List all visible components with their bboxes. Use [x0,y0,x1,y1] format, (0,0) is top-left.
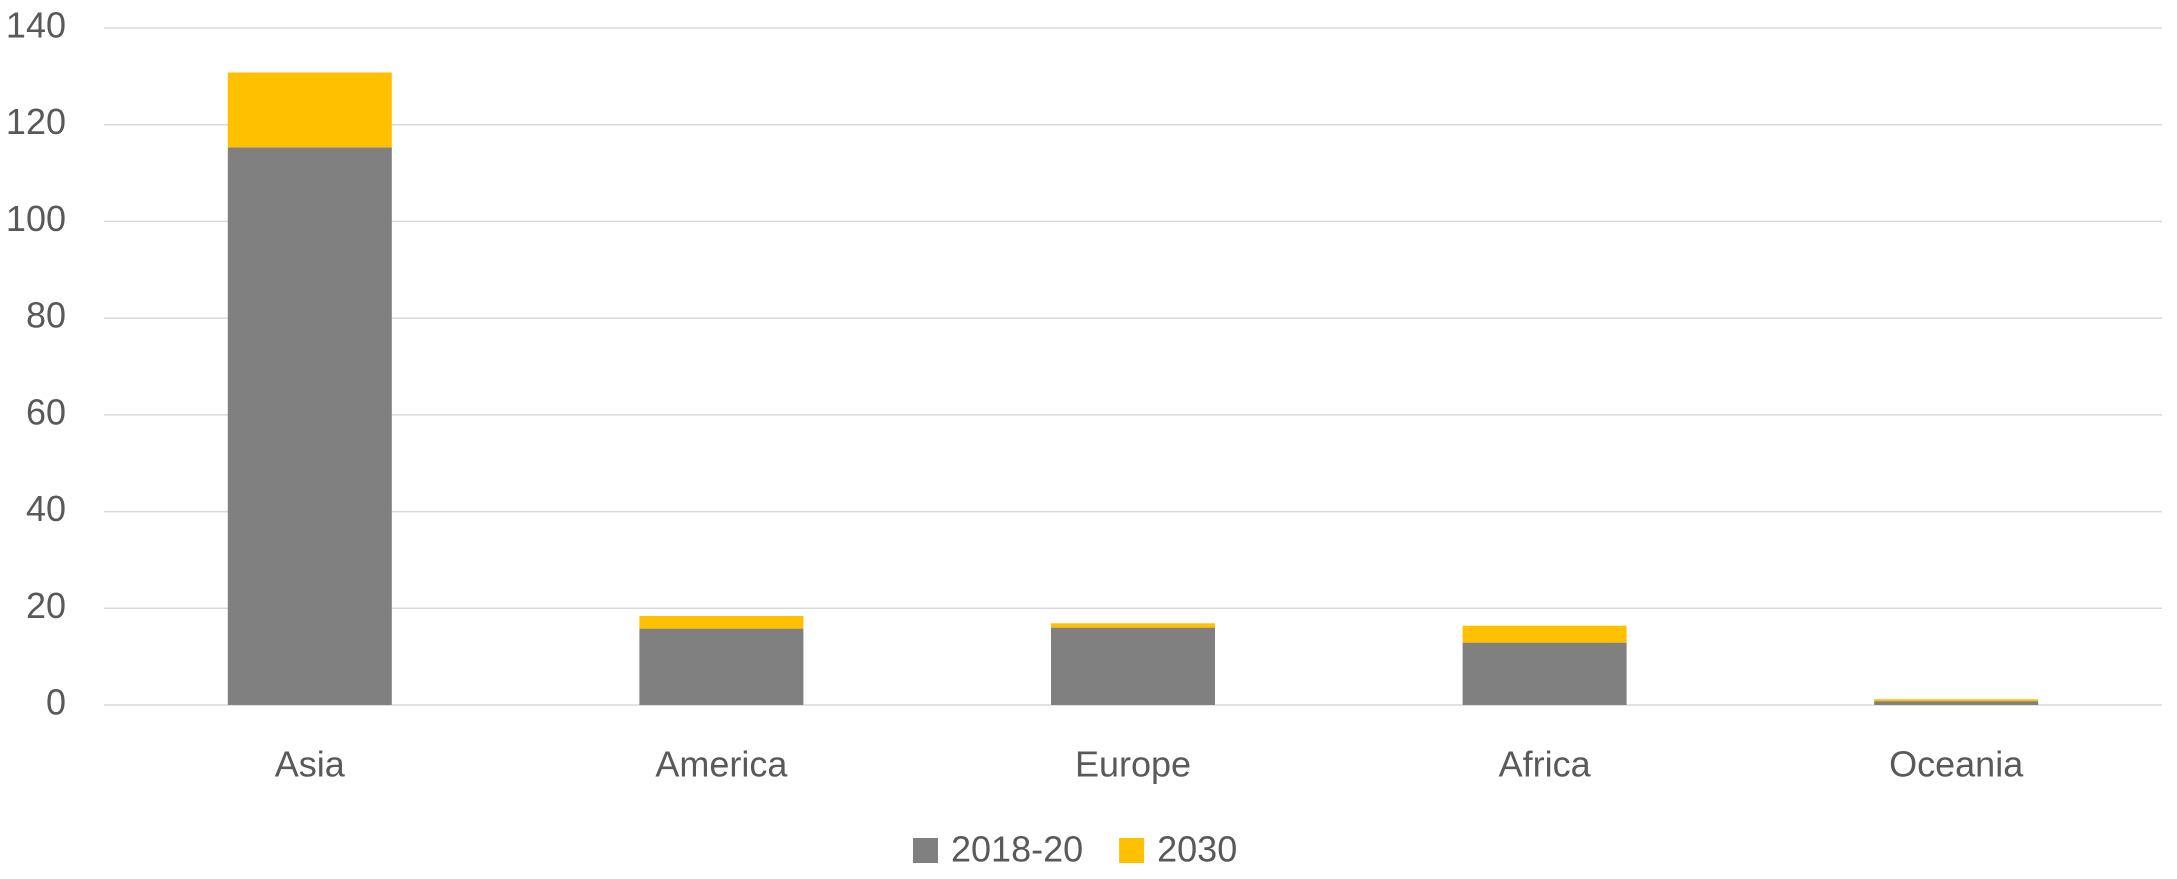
y-tick-label: 60 [26,391,66,432]
legend-label: 2030 [1157,829,1237,870]
legend-swatch [1119,838,1145,863]
x-tick-label: Africa [1499,744,1592,785]
bar-segment [639,616,804,629]
x-tick-label: America [655,744,788,785]
y-tick-label: 140 [6,5,66,46]
bar-segment [227,72,392,148]
y-tick-label: 0 [46,682,66,723]
bar-segment [227,147,392,705]
y-tick-label: 80 [26,295,66,336]
x-tick-label: Oceania [1889,744,2024,785]
x-tick-label: Europe [1075,744,1191,785]
y-tick-label: 120 [6,101,66,142]
y-tick-label: 40 [26,488,66,529]
y-tick-label: 20 [26,585,66,626]
bar-segment [639,628,804,705]
y-tick-label: 100 [6,198,66,239]
x-tick-label: Asia [275,744,346,785]
bar-segment [1874,701,2039,705]
bar-segment [1462,625,1627,643]
bar-segment [1051,627,1215,705]
bar-segment [1051,623,1215,628]
legend-label: 2018-20 [951,829,1083,870]
bar-segment [1874,699,2039,702]
legend-swatch [913,838,938,863]
bar-segment [1462,642,1627,705]
